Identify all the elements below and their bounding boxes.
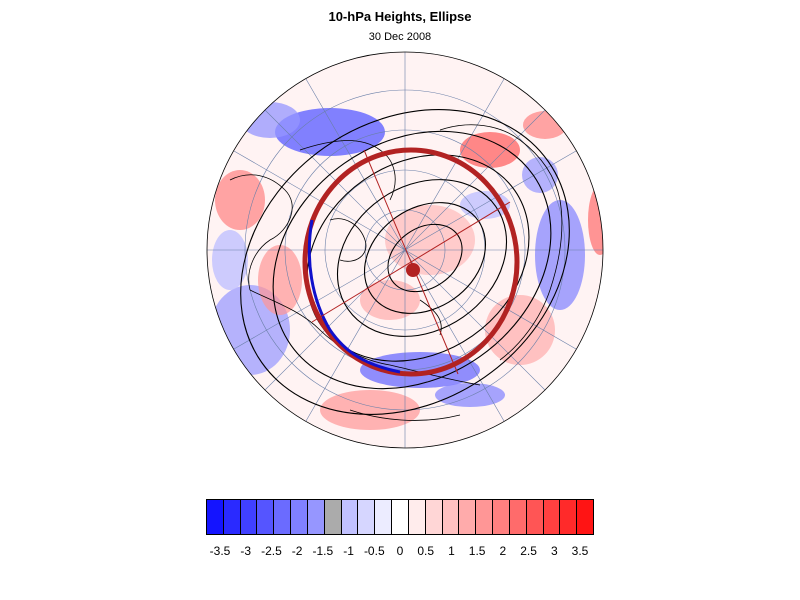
map-globe	[207, 52, 603, 448]
colorbar-label: 1.5	[468, 544, 486, 558]
colorbar-label: 3	[550, 544, 558, 558]
colorbar-swatch	[493, 500, 510, 534]
colorbar-swatch	[543, 500, 561, 534]
colorbar-swatch	[291, 500, 308, 534]
colorbar-label: -3	[240, 544, 252, 558]
polar-map	[206, 51, 604, 449]
globe-outline	[206, 51, 604, 449]
colorbar-swatch	[274, 500, 292, 534]
colorbar-swatch	[476, 500, 494, 534]
colorbar-label: -2	[291, 544, 303, 558]
map-title: 10-hPa Heights, Ellipse	[328, 9, 472, 24]
colorbar-swatch	[425, 500, 443, 534]
colorbar-label: 1	[448, 544, 455, 558]
fitted-ellipse	[302, 147, 520, 377]
colorbar-swatch	[526, 500, 544, 534]
colorbar-label: 2	[499, 544, 507, 558]
colorbar-swatch	[442, 500, 460, 534]
colorbar-swatch	[408, 500, 426, 534]
colorbar-swatch	[257, 500, 275, 534]
colorbar-swatch	[223, 500, 241, 534]
colorbar-swatch	[375, 500, 393, 534]
colorbar-swatch	[392, 500, 409, 534]
colorbar-label: -3.5	[209, 544, 231, 558]
colorbar-swatch	[577, 500, 594, 534]
colorbar-label: -0.5	[363, 544, 385, 558]
colorbar-label: 2.5	[520, 544, 537, 558]
colorbar-labels: -3.5 -3 -2.5 -2 -1.5 -1 -0.5 0 0.5 1 1.5 2 2.5 3 3.5	[206, 544, 594, 560]
colorbar-swatch	[509, 500, 527, 534]
colorbar-swatch	[240, 500, 258, 534]
colorbar	[206, 499, 594, 535]
colorbar-label: -2.5	[261, 544, 282, 558]
colorbar-label: 0.5	[417, 544, 435, 558]
colorbar-label: -1.5	[312, 544, 334, 558]
colorbar-swatch	[459, 500, 477, 534]
colorbar-label: 0	[396, 544, 404, 558]
colorbar-swatch	[358, 500, 376, 534]
colorbar-label: 3.5	[571, 544, 589, 558]
ellipse-center-marker	[406, 263, 420, 277]
colorbar-label: -1	[343, 544, 354, 558]
colorbar-swatch	[341, 500, 359, 534]
colorbar-swatch	[560, 500, 578, 534]
colorbar-swatch	[307, 500, 325, 534]
map-date: 30 Dec 2008	[368, 31, 432, 43]
graticule	[207, 52, 603, 448]
colorbar-swatch	[324, 500, 342, 534]
colorbar-swatch	[207, 500, 224, 534]
